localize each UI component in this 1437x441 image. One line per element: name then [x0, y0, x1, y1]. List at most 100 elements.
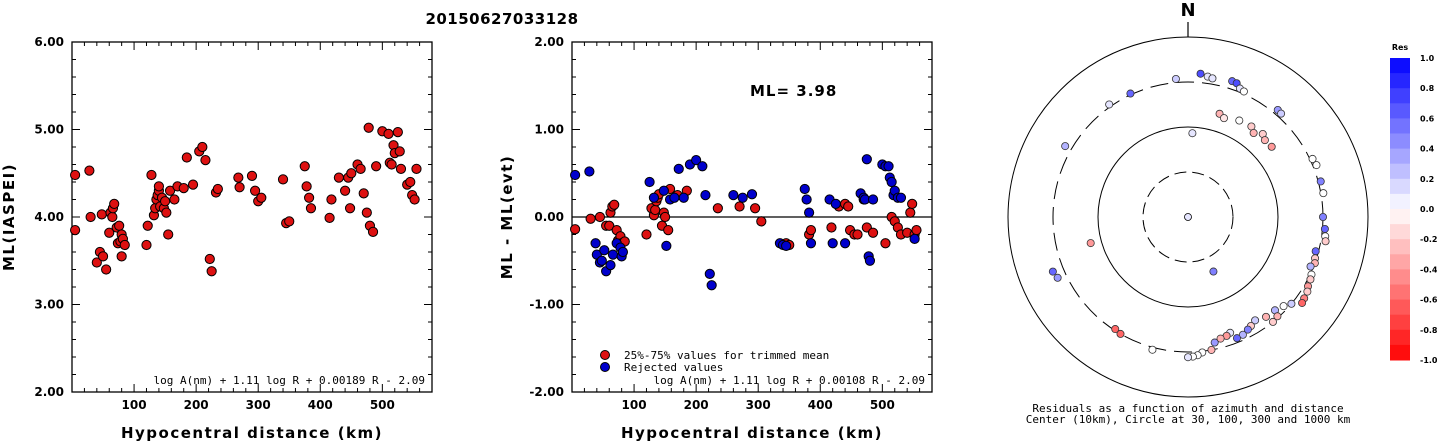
x-tick-label: 400: [308, 398, 333, 412]
y-tick-label: 4.00: [34, 210, 64, 224]
data-point: [663, 225, 674, 236]
colorbar-segment: [1390, 163, 1410, 180]
station-point: [1319, 189, 1328, 198]
station-point: [1171, 74, 1180, 83]
station-point: [1298, 298, 1307, 307]
y-tick-label: 0.00: [534, 210, 564, 224]
station-point: [1268, 317, 1277, 326]
station-point: [1111, 325, 1120, 334]
station-point: [1148, 345, 1157, 354]
data-point: [644, 176, 655, 188]
data-point: [641, 229, 652, 240]
colorbar-segment: [1390, 118, 1410, 134]
data-point: [153, 181, 164, 192]
station-point: [1321, 237, 1330, 246]
colorbar: [1390, 58, 1410, 361]
data-point: [355, 163, 366, 174]
data-point: [361, 207, 372, 218]
data-point: [101, 264, 112, 275]
data-point: [805, 225, 817, 236]
station-point: [1210, 338, 1219, 347]
data-point: [605, 260, 616, 271]
data-point: [712, 203, 723, 214]
data-point: [395, 163, 407, 174]
epicenter-point: [1184, 213, 1192, 221]
station-point: [1209, 267, 1218, 276]
data-point: [852, 229, 863, 240]
legend-trimmed-marker: [600, 350, 610, 360]
colorbar-ticks: 1.0 0.8 0.6 0.4 0.2 0.0 -0.2 -0.4 -0.6 -0.8 -1.0: [1420, 54, 1437, 365]
azimuth-points: [1048, 69, 1330, 362]
data-point: [826, 222, 837, 233]
data-point: [700, 190, 711, 201]
station-point: [1105, 100, 1114, 109]
data-point: [367, 226, 379, 237]
data-point: [299, 161, 310, 172]
data-point: [585, 213, 596, 224]
data-point: [250, 185, 261, 196]
y-tick-label: -1.00: [529, 298, 564, 312]
station-point: [1053, 273, 1062, 282]
legend-rejected-label: Rejected values: [624, 361, 723, 374]
legend-trimmed-label: 25%-75% values for trimmed mean: [624, 349, 829, 362]
data-point: [197, 141, 208, 153]
colorbar-segment: [1390, 329, 1410, 346]
station-point: [1279, 302, 1288, 311]
panel1-points: [70, 122, 422, 277]
colorbar-tick-label: -0.6: [1420, 296, 1437, 305]
data-point: [141, 239, 152, 251]
panel1-x-ticks: 100 200 300 400 500: [83, 42, 421, 412]
colorbar-segment: [1390, 269, 1410, 285]
colorbar-tick-label: -0.8: [1420, 326, 1437, 335]
data-point: [363, 122, 374, 133]
y-tick-label: 6.00: [34, 35, 64, 49]
colorbar-segment: [1390, 314, 1410, 331]
data-point: [911, 225, 922, 236]
data-point: [658, 185, 669, 196]
data-point: [142, 220, 153, 231]
colorbar-tick-label: -0.2: [1420, 235, 1437, 244]
colorbar-segment: [1390, 178, 1410, 195]
data-point: [843, 201, 854, 212]
x-tick-label: 100: [122, 398, 147, 412]
x-tick-label: 300: [246, 398, 271, 412]
data-point: [584, 166, 595, 177]
x-tick-label: 100: [622, 398, 647, 412]
data-point: [880, 238, 891, 249]
data-point: [371, 161, 382, 172]
panel2-x-ticks: 100 200 300 400 500: [583, 42, 921, 412]
data-point: [234, 182, 245, 193]
caption-line-1: Residuals as a function of azimuth and d…: [1032, 402, 1343, 415]
colorbar-segment: [1390, 148, 1410, 165]
residual-vs-distance-panel: -2.00 -1.00 0.00 1.00 2.00 100 200 300 400 500 M…: [498, 35, 933, 441]
colorbar-tick-label: 0.4: [1420, 145, 1435, 154]
data-point: [570, 169, 581, 181]
data-point: [104, 227, 115, 238]
data-point: [70, 225, 81, 236]
station-point: [1262, 312, 1271, 321]
station-point: [1126, 89, 1135, 98]
station-point: [1287, 299, 1296, 308]
colorbar-segment: [1390, 344, 1410, 361]
data-point: [333, 172, 344, 183]
magnitude-vs-distance-panel: 2.00 3.00 4.00 5.00 6.00 100 200 300 400 500 Hyp…: [0, 35, 433, 441]
data-point: [246, 170, 258, 181]
colorbar-tick-label: -1.0: [1420, 356, 1437, 365]
data-point: [570, 224, 581, 235]
data-point: [344, 203, 356, 214]
data-point: [867, 227, 879, 238]
ring-30km: [1142, 171, 1234, 263]
station-point: [1232, 334, 1241, 343]
colorbar-segment: [1390, 133, 1410, 150]
data-point: [840, 238, 851, 249]
station-point: [1216, 334, 1225, 343]
colorbar-segment: [1390, 193, 1410, 210]
x-tick-label: 200: [184, 398, 209, 412]
data-point: [661, 240, 672, 251]
data-point: [805, 238, 817, 249]
panel2-formula: log A(nm) + 1.11 log R + 0.00108 R - 2.0…: [653, 374, 925, 387]
colorbar-segment: [1390, 58, 1410, 74]
data-point: [830, 198, 841, 209]
data-point: [895, 192, 907, 203]
